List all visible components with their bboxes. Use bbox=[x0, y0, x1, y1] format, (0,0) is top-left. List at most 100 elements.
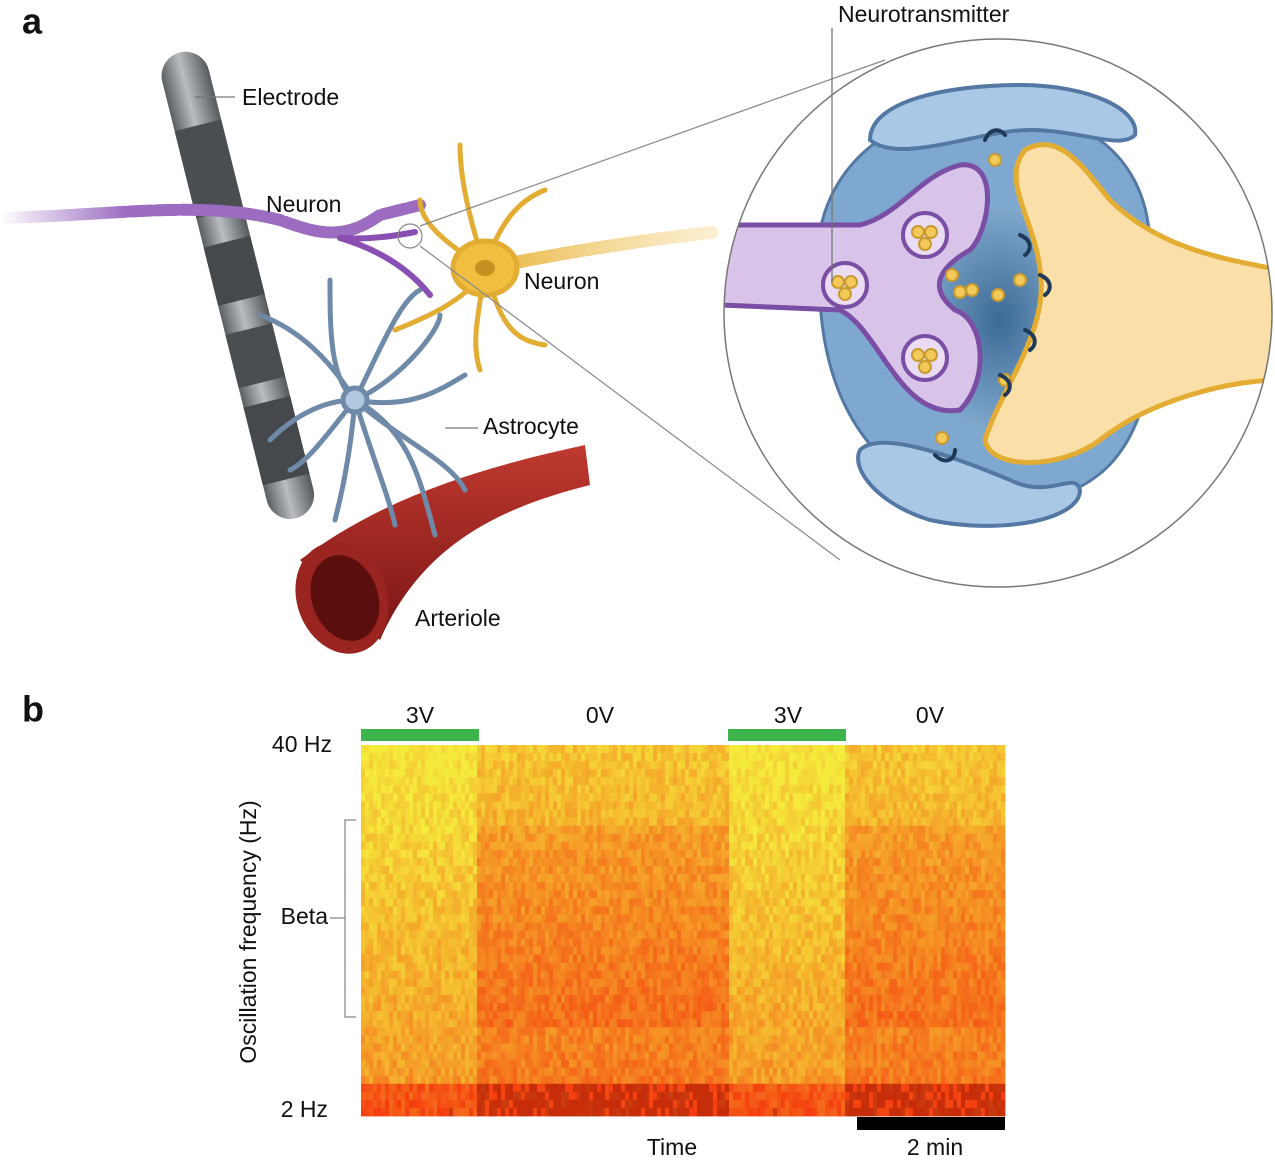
shape bbox=[769, 914, 774, 923]
shape bbox=[465, 1091, 470, 1101]
shape bbox=[557, 825, 562, 835]
shape bbox=[469, 1099, 474, 1109]
shape bbox=[421, 1059, 426, 1069]
shape bbox=[445, 962, 450, 972]
shape bbox=[745, 1059, 750, 1069]
shape bbox=[593, 986, 598, 996]
shape bbox=[369, 930, 374, 939]
shape bbox=[581, 1043, 586, 1052]
shape bbox=[469, 817, 474, 827]
shape bbox=[673, 769, 678, 778]
shape bbox=[393, 938, 398, 948]
shape bbox=[577, 1083, 582, 1093]
shape bbox=[669, 906, 674, 915]
shape bbox=[373, 1099, 378, 1109]
shape bbox=[593, 898, 598, 907]
shape bbox=[705, 841, 710, 851]
shape bbox=[521, 1059, 526, 1069]
shape bbox=[557, 954, 562, 964]
shape bbox=[421, 1035, 426, 1044]
shape bbox=[377, 825, 382, 835]
shape bbox=[369, 1059, 374, 1069]
shape bbox=[645, 938, 650, 948]
shape bbox=[489, 882, 494, 891]
shape bbox=[505, 1083, 510, 1093]
shape bbox=[601, 793, 606, 802]
shape bbox=[481, 865, 486, 875]
shape bbox=[485, 1067, 490, 1077]
shape bbox=[461, 1059, 466, 1069]
shape bbox=[381, 793, 386, 802]
shape bbox=[689, 1059, 694, 1069]
shape bbox=[661, 777, 666, 786]
shape bbox=[477, 1003, 482, 1012]
shape bbox=[785, 922, 790, 931]
shape bbox=[513, 841, 518, 851]
shape bbox=[437, 1051, 442, 1060]
shape bbox=[493, 785, 498, 794]
shape bbox=[385, 906, 390, 915]
shape bbox=[485, 874, 490, 883]
shape bbox=[525, 849, 530, 859]
shape bbox=[597, 946, 602, 956]
shape bbox=[649, 753, 654, 762]
shape bbox=[417, 995, 422, 1004]
shape bbox=[741, 1027, 746, 1036]
shape bbox=[689, 890, 694, 899]
shape bbox=[581, 809, 586, 818]
shape bbox=[465, 1019, 470, 1028]
shape bbox=[505, 841, 510, 851]
shape bbox=[629, 882, 634, 891]
shape bbox=[765, 906, 770, 915]
shape bbox=[425, 898, 430, 907]
shape bbox=[585, 793, 590, 802]
shape bbox=[465, 922, 470, 931]
shape bbox=[749, 1107, 754, 1117]
shape bbox=[461, 922, 466, 931]
shape bbox=[633, 1027, 638, 1036]
shape bbox=[685, 970, 690, 980]
shape bbox=[461, 817, 466, 827]
shape bbox=[413, 938, 418, 948]
shape bbox=[441, 809, 446, 818]
shape bbox=[769, 1027, 774, 1036]
shape bbox=[401, 809, 406, 818]
shape bbox=[421, 857, 426, 867]
shape bbox=[369, 978, 374, 988]
shape bbox=[991, 288, 1005, 302]
shape bbox=[749, 1035, 754, 1044]
shape bbox=[613, 1075, 618, 1085]
shape bbox=[465, 1003, 470, 1012]
shape bbox=[765, 1059, 770, 1069]
shape bbox=[461, 1091, 466, 1101]
shape bbox=[549, 946, 554, 956]
shape bbox=[401, 922, 406, 931]
shape bbox=[557, 785, 562, 794]
shape bbox=[477, 1035, 482, 1044]
shape bbox=[485, 922, 490, 931]
shape bbox=[597, 986, 602, 996]
shape bbox=[685, 1027, 690, 1036]
shape bbox=[781, 946, 786, 956]
shape bbox=[637, 865, 642, 875]
shape bbox=[401, 1083, 406, 1093]
shape bbox=[569, 882, 574, 891]
shape bbox=[537, 817, 542, 827]
shape bbox=[741, 946, 746, 956]
shape bbox=[713, 745, 718, 754]
shape bbox=[437, 1091, 442, 1101]
shape bbox=[505, 1027, 510, 1036]
shape bbox=[521, 882, 526, 891]
shape bbox=[461, 777, 466, 786]
shape bbox=[625, 777, 630, 786]
shape bbox=[457, 1091, 462, 1101]
shape bbox=[689, 882, 694, 891]
shape bbox=[485, 1059, 490, 1069]
shape bbox=[633, 1059, 638, 1069]
shape bbox=[381, 745, 386, 754]
shape bbox=[777, 906, 782, 915]
shape bbox=[533, 745, 538, 754]
shape bbox=[737, 1091, 742, 1101]
shape bbox=[657, 849, 662, 859]
shape bbox=[421, 809, 426, 818]
